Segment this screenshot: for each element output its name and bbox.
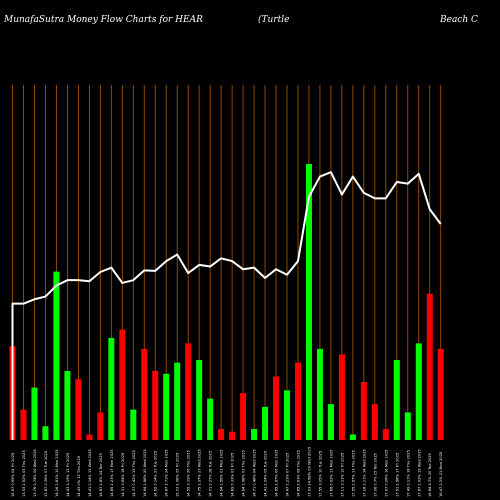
money-flow-bar-down xyxy=(371,404,378,440)
x-tick-label: 17.06 0.7% 15 Tue 2025 xyxy=(373,453,377,497)
money-flow-bar-up xyxy=(251,428,258,440)
x-tick-label: 14.41 0.14% 13 Wed 2025 xyxy=(88,449,92,497)
money-flow-bar-up xyxy=(404,412,411,440)
price-line xyxy=(11,171,442,440)
x-tick-label: 17.55 2.57% 13 Thu 2025 xyxy=(351,450,355,497)
money-flow-bar-down xyxy=(20,409,27,440)
x-tick-label: 14.71 0.27% 28 Tue 2025 xyxy=(209,451,213,497)
x-tick-label: 16.84 4.7% 20 Tue 2025 xyxy=(428,453,432,497)
money-flow-bar-down xyxy=(338,354,345,440)
x-tick-label: 13.87 0.36% 07 Tue 2025 xyxy=(44,451,48,497)
chart-title-company-end: Beach C xyxy=(439,15,478,25)
money-flow-bar-down xyxy=(119,329,126,440)
x-tick-label: 14.43 1.19% 11 Fri 2025 xyxy=(66,453,70,497)
money-flow-bar-down xyxy=(86,434,93,440)
money-flow-bar-up xyxy=(207,398,214,440)
x-tick-label: 14.65 1.67% 06 Mon 2025 xyxy=(275,449,279,497)
x-tick-label: 13.53 2.52% 05 Thu 2025 xyxy=(22,450,26,497)
x-tick-label: 14.87 1.71% 24 Mon 2025 xyxy=(165,449,169,497)
x-tick-label: 14.94 1.56% 01 Mon 2025 xyxy=(220,449,224,497)
x-tick-label: 17.03 14.68% 09 Wed 2025 xyxy=(307,447,311,497)
chart-title: MunafaSutra Money Flow Charts for HEAR xyxy=(3,15,203,25)
x-tick-label: 13.76 0.74% 06 Wed 2025 xyxy=(33,449,37,497)
x-tick-label: 17.66 0.63% 11 Mon 2025 xyxy=(329,449,333,497)
money-flow-bar-down xyxy=(141,348,148,440)
x-tick-label: 17.51 2.58% 17 Fri 2025 xyxy=(395,453,399,497)
money-flow-bar-down xyxy=(382,428,389,440)
money-flow-bar-up xyxy=(305,164,312,440)
money-flow-bar-down xyxy=(75,379,82,440)
money-flow-bar-down xyxy=(294,362,301,440)
money-flow-bar-up xyxy=(196,359,203,440)
money-flow-bar-down xyxy=(185,343,192,440)
x-tick-label: 17.55 3.05% 10 Tue 2025 xyxy=(318,451,322,497)
x-tick-label: 14.85 1.23% 17 Mon 2025 xyxy=(110,449,114,497)
money-flow-bar-down xyxy=(152,371,159,440)
money-flow-bar-up xyxy=(415,343,422,440)
money-flow-bar-down xyxy=(97,412,104,440)
money-flow-bar-up xyxy=(130,409,137,440)
x-tick-label: 17.67 1.03% 19 Wed 2025 xyxy=(417,449,421,497)
x-tick-label: 17.11 3.11% 12 Fri 2025 xyxy=(340,453,344,497)
money-flow-bar-up xyxy=(327,404,334,440)
x-tick-label: 14.26 2.81% 10 Mon 2025 xyxy=(55,449,59,497)
x-tick-label: 17.18 2.11% 14 Wed 2025 xyxy=(362,449,366,497)
money-flow-bar-up xyxy=(108,337,115,440)
money-flow-bar-down xyxy=(426,293,433,440)
money-flow-bar-up xyxy=(262,406,269,440)
money-flow-bar-down xyxy=(437,348,444,440)
money-flow-bar-down xyxy=(229,431,236,440)
money-flow-bar-up xyxy=(284,390,290,440)
money-flow-bar-up xyxy=(42,426,49,440)
money-flow-bar-down xyxy=(218,428,225,440)
money-flow-bar-up xyxy=(163,373,170,440)
money-flow-bar-up xyxy=(393,359,400,440)
money-flow-bar-up xyxy=(174,362,181,440)
money-flow-bar-up xyxy=(316,348,323,440)
x-tick-label: 14.31 3.64% 18 Fri 2025 xyxy=(121,453,125,497)
money-flow-bar-down xyxy=(240,393,247,440)
x-tick-label: 17.07 0.06% 16 Mon 2025 xyxy=(384,449,388,497)
x-tick-label: 14.67 1.8% 14 Tue 2025 xyxy=(99,453,103,497)
x-tick-label: 14.47 1.23% 07 Fri 2025 xyxy=(286,453,290,497)
x-tick-label: 14.43 0% 12 Thu 2025 xyxy=(77,456,81,497)
x-tick-label: 14.89 0.33% 02 Fri 2025 xyxy=(231,453,235,497)
money-flow-bar-up xyxy=(53,271,60,440)
x-tick-label: 14.71 0.48% 04 Wed 2025 xyxy=(253,449,257,497)
x-tick-label: 15.03 1.08% 25 Fri 2025 xyxy=(176,453,180,497)
x-tick-label: 14.41 2.04% 05 Tue 2025 xyxy=(264,451,268,497)
x-tick-label: 14.64 1.68% 03 Thu 2025 xyxy=(242,450,246,497)
x-tick-label: 14.85 2.63% 08 Thu 2025 xyxy=(296,450,300,497)
x-tick-label: 14.37 0.42% 19 Thu 2025 xyxy=(132,450,136,497)
x-tick-label: 14.55 3.19% 26 Thu 2025 xyxy=(187,450,191,497)
money-flow-bar-down xyxy=(360,382,367,440)
x-tick-label: 14.75 1.37% 27 Wed 2025 xyxy=(198,449,202,497)
x-tick-label: 14.64 1.88% 20 Wed 2025 xyxy=(143,449,147,497)
x-tick-label: 14.62 0.14% 21 Tue 2025 xyxy=(154,451,158,497)
x-tick-label: 17.49 0.11% 18 Thu 2025 xyxy=(406,450,410,497)
x-tick-label: 16.47 2.2% 21 Mon 2025 xyxy=(439,452,443,497)
price-line-layer xyxy=(11,171,442,440)
money-flow-bar-up xyxy=(31,387,38,440)
money-flow-bar-up xyxy=(349,434,356,440)
x-tick-labels: 14.67 0.99% 04 Fri 2025 13.53 2.52% 05 Th… xyxy=(11,447,443,497)
chart-title-company: (Turtle xyxy=(258,14,289,25)
money-flow-bar-up xyxy=(64,371,71,440)
money-flow-bar-down xyxy=(273,376,280,440)
x-tick-label: 14.67 0.99% 04 Fri 2025 xyxy=(11,453,15,497)
